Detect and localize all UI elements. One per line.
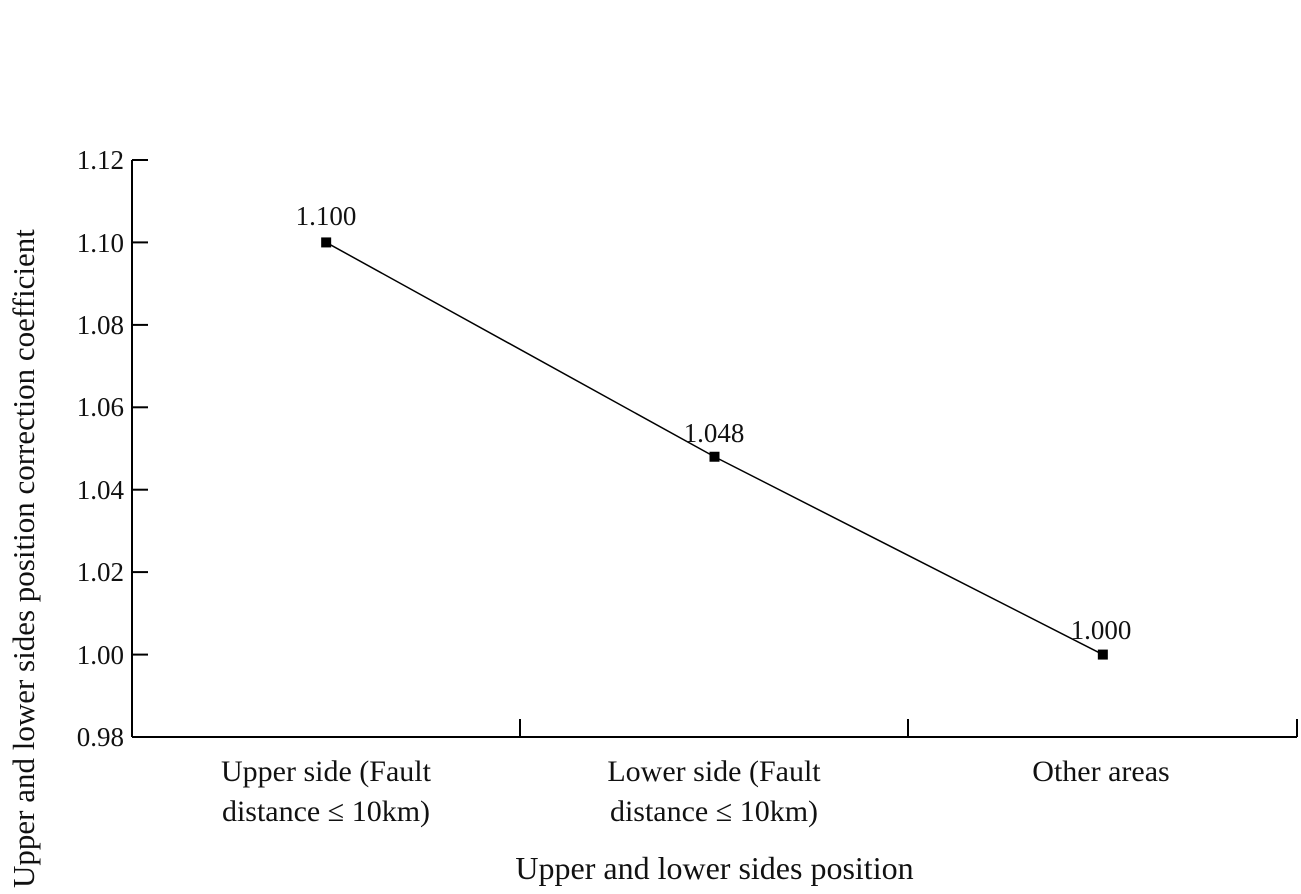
y-tick-label: 1.08	[76, 310, 124, 340]
x-category-label: Other areas	[921, 752, 1281, 792]
x-axis-title: Upper and lower sides position	[515, 850, 914, 886]
x-axis-ticks	[519, 719, 1298, 737]
x-category-line: Other areas	[1032, 755, 1170, 788]
y-tick-label: 1.00	[76, 640, 124, 670]
y-tick-label: 0.98	[76, 722, 124, 752]
data-label: 1.048	[683, 418, 745, 448]
square-marker	[709, 451, 720, 462]
x-category-line: distance ≤ 10km)	[221, 795, 431, 828]
x-category-line: Upper side (Fault	[221, 755, 431, 788]
data-point-markers	[321, 237, 1108, 660]
x-category-label: Lower side (Fault distance ≤ 10km)	[534, 752, 894, 832]
y-tick-label: 1.12	[76, 145, 124, 175]
data-label: 1.100	[295, 201, 357, 231]
data-series-line	[325, 241, 1104, 656]
x-category-label: Upper side (Fault distance ≤ 10km)	[146, 752, 506, 832]
y-tick-label: 1.06	[76, 392, 124, 422]
data-label: 1.000	[1070, 615, 1132, 645]
y-axis-ticks	[132, 159, 148, 656]
x-category-line: Lower side (Fault	[607, 755, 821, 788]
y-tick-label: 1.04	[76, 475, 124, 505]
x-category-line: distance ≤ 10km)	[609, 795, 819, 828]
square-marker	[1097, 649, 1108, 660]
y-tick-label: 1.10	[76, 228, 124, 258]
square-marker	[321, 237, 332, 248]
y-axis-title: Upper and lower sides position correctio…	[6, 229, 41, 888]
y-tick-label: 1.02	[76, 557, 124, 587]
